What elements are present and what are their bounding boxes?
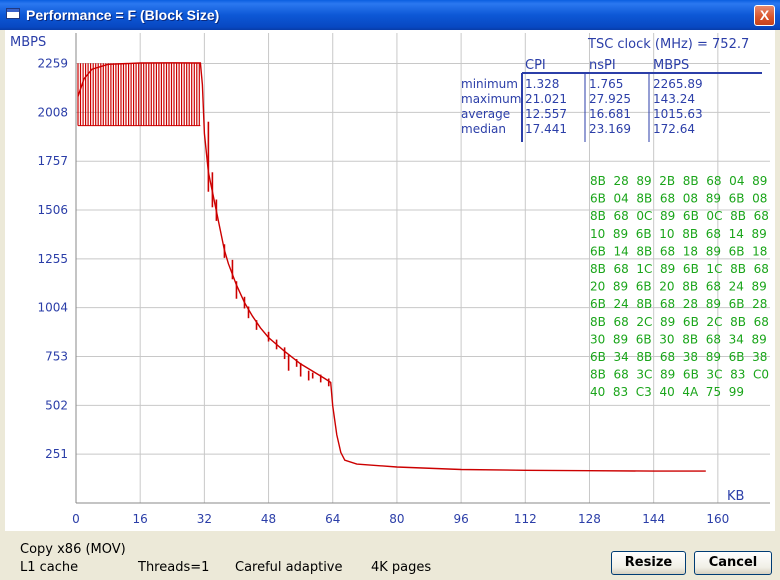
cache-label: L1 cache [20,560,79,575]
x-axis-label: KB [727,489,744,504]
x-tick-label: 160 [706,512,729,526]
hex-dump-line: 6B 34 8B 68 38 89 6B 38 [590,350,767,364]
y-tick-label: 502 [45,398,68,412]
stats-cell: 27.925 [589,92,631,106]
close-button[interactable]: X [754,5,775,26]
title-bar[interactable]: Performance = F (Block Size) X [0,0,780,30]
stats-cell: 1015.63 [653,107,703,121]
y-tick-label: 1004 [37,301,68,315]
y-tick-label: 2008 [37,105,68,119]
hex-dump-line: 8B 68 1C 89 6B 1C 8B 68 [590,262,769,276]
stats-column-header: CPI [525,58,546,73]
pages-label: 4K pages [371,560,432,575]
tsc-clock-label: TSC clock (MHz) = 752.7 [587,37,749,52]
stats-cell: 172.64 [653,122,695,136]
resize-button[interactable]: Resize [611,551,686,575]
y-tick-label: 2259 [37,57,68,71]
x-tick-label: 80 [389,512,404,526]
test-name: Copy x86 (MOV) [20,542,126,557]
stats-table: TSC clock (MHz) = 752.7 CPI nsPI MBPS minimu… [461,37,762,142]
stats-cell: 17.441 [525,122,567,136]
stats-cell: 1.765 [589,77,623,91]
hex-dump-line: 40 83 C3 40 4A 75 99 [590,385,744,399]
stats-column-header: nsPI [589,58,616,73]
stats-row-label: minimum [461,77,518,91]
y-tick-label: 1506 [37,203,68,217]
hex-dump: 8B 28 89 2B 8B 68 04 89 6B 04 8B 68 08 89… [590,174,769,399]
y-tick-label: 1757 [37,154,68,168]
x-tick-label: 0 [72,512,80,526]
cancel-button[interactable]: Cancel [694,551,772,575]
stats-cell: 2265.89 [653,77,703,91]
y-axis-label: MBPS [10,35,46,50]
x-tick-label: 96 [453,512,468,526]
mode-label: Careful adaptive [235,560,343,575]
stats-cell: 143.24 [653,92,695,106]
y-tick-label: 1255 [37,252,68,266]
stats-cell: 16.681 [589,107,631,121]
stats-column-header: MBPS [653,58,689,73]
hex-dump-line: 6B 24 8B 68 28 89 6B 28 [590,297,767,311]
stats-cell: 12.557 [525,107,567,121]
stats-cell: 21.021 [525,92,567,106]
hex-dump-line: 8B 68 0C 89 6B 0C 8B 68 [590,209,769,223]
hex-dump-line: 10 89 6B 10 8B 68 14 89 [590,227,767,241]
hex-dump-line: 8B 68 2C 89 6B 2C 8B 68 [590,315,769,329]
chart-area: 0 16 32 48 64 80 96 112 128 144 160 251 502 753 1004 12… [5,30,775,531]
hex-dump-line: 6B 04 8B 68 08 89 6B 08 [590,192,767,206]
performance-chart: 0 16 32 48 64 80 96 112 128 144 160 251 502 753 1004 12… [10,33,770,526]
x-tick-label: 64 [325,512,340,526]
status-bar: Copy x86 (MOV) L1 cache Threads=1 Carefu… [0,531,780,580]
window-title: Performance = F (Block Size) [26,7,220,23]
axes: 0 16 32 48 64 80 96 112 128 144 160 251 502 753 1004 12… [10,33,770,526]
x-tick-label: 144 [642,512,665,526]
x-tick-label: 112 [514,512,537,526]
y-tick-label: 251 [45,447,68,461]
hex-dump-line: 8B 28 89 2B 8B 68 04 89 [590,174,767,188]
hex-dump-line: 30 89 6B 30 8B 68 34 89 [590,332,767,346]
stats-cell: 1.328 [525,77,559,91]
stats-cell: 23.169 [589,122,631,136]
hex-dump-line: 8B 68 3C 89 6B 3C 83 C0 [590,368,769,382]
grid-lines [75,33,770,503]
hex-dump-line: 20 89 6B 20 8B 68 24 89 [590,280,767,294]
noise-band [77,63,200,126]
x-tick-label: 32 [197,512,212,526]
x-tick-label: 128 [578,512,601,526]
y-tick-label: 753 [45,350,68,364]
series-line [77,62,706,472]
stats-row-label: maximum [461,92,521,106]
x-tick-label: 16 [133,512,148,526]
x-tick-label: 48 [261,512,276,526]
stats-row-label: median [461,122,506,136]
hex-dump-line: 6B 14 8B 68 18 89 6B 18 [590,244,767,258]
stats-row-label: average [461,107,510,121]
window-icon [6,8,20,19]
threads-label: Threads=1 [138,560,210,575]
